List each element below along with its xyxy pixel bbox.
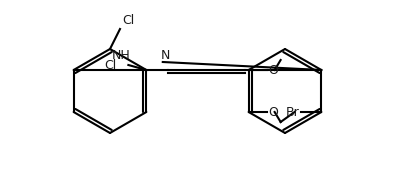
Text: NH: NH [111,49,130,62]
Text: O: O [269,63,279,77]
Text: Cl: Cl [122,14,134,27]
Text: Br: Br [285,105,299,118]
Text: N: N [161,49,170,62]
Text: O: O [269,105,279,118]
Text: Cl: Cl [104,58,117,71]
